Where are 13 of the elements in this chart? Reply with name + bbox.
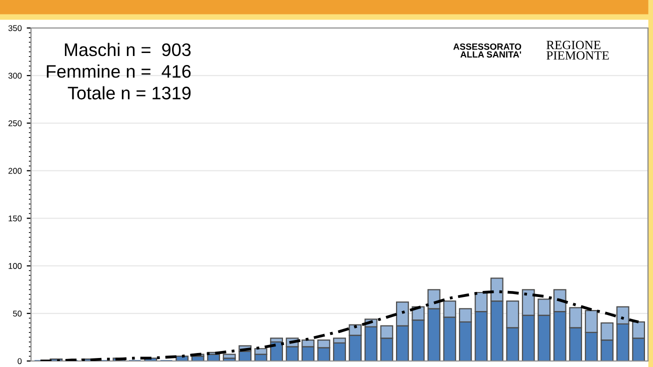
annotation: Totale n = 1319 [68, 86, 191, 100]
y-tick-label: 150 [8, 215, 22, 222]
annotation: ASSESSORATO ALLA SANITA' [453, 43, 522, 58]
y-tick-label: 0 [18, 358, 22, 364]
y-tick-label: 200 [8, 168, 22, 174]
y-tick-label: 50 [13, 310, 22, 317]
annotation: Maschi n = 903 [64, 42, 191, 56]
y-tick-label: 300 [8, 72, 22, 79]
annotation: REGIONE PIEMONTE [546, 40, 609, 60]
y-tick-label: 350 [8, 25, 22, 32]
y-tick-label: 250 [8, 120, 22, 126]
y-tick-label: 100 [8, 263, 22, 269]
annotation: Femmine n = 416 [46, 64, 191, 78]
